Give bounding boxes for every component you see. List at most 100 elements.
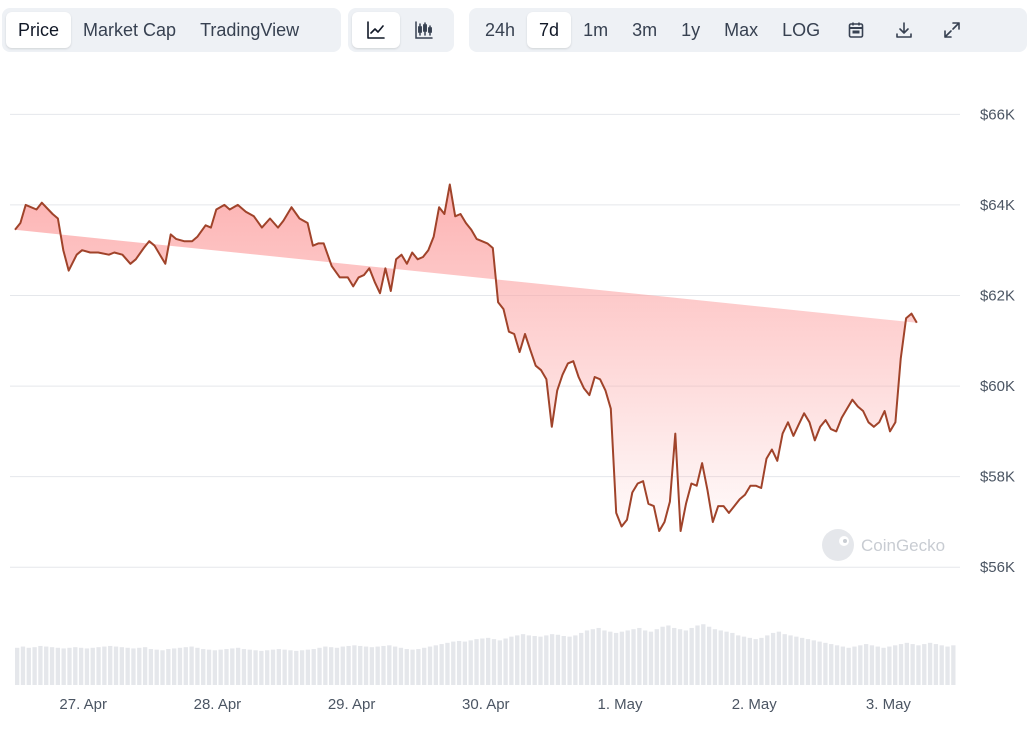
volume-bar xyxy=(55,647,61,685)
volume-bar xyxy=(648,631,654,685)
volume-bar xyxy=(927,642,933,685)
x-tick-label: 29. Apr xyxy=(328,696,376,713)
volume-bar xyxy=(317,647,322,685)
calendar-icon[interactable] xyxy=(832,12,880,48)
volume-bar xyxy=(392,646,398,685)
candlestick-icon[interactable] xyxy=(400,12,448,48)
volume-bar xyxy=(358,645,363,685)
volume-bar xyxy=(480,638,485,685)
log-scale-toggle[interactable]: LOG xyxy=(782,19,821,40)
volume-bar xyxy=(741,636,747,685)
volume-bar xyxy=(759,637,764,685)
volume-bar xyxy=(497,640,502,685)
volume-bar xyxy=(602,630,607,685)
y-tick-label: $62K xyxy=(980,288,1015,305)
volume-bar xyxy=(102,646,107,685)
volume-bar xyxy=(904,642,909,685)
volume-bar xyxy=(677,629,683,685)
volume-bar xyxy=(422,647,427,685)
volume-bar xyxy=(765,635,770,685)
volume-bar xyxy=(398,647,404,685)
volume-bar xyxy=(945,646,950,685)
range-max[interactable]: Max xyxy=(724,19,759,40)
price-chart[interactable]: $56K $58K $60K $62K $64K $66K 27. Apr 28. Apr 2… xyxy=(0,60,1029,735)
y-tick-label: $56K xyxy=(980,559,1015,576)
volume-bar xyxy=(579,632,584,685)
x-tick-label: 1. May xyxy=(597,696,643,713)
fullscreen-icon[interactable] xyxy=(928,12,976,48)
volume-bar xyxy=(794,636,799,685)
volume-bar xyxy=(259,650,264,685)
volume-bar xyxy=(323,646,328,685)
y-tick-label: $58K xyxy=(980,469,1015,486)
volume-bar xyxy=(311,649,316,685)
volume-bar xyxy=(829,644,834,685)
volume-bar xyxy=(788,635,793,685)
volume-bar xyxy=(951,645,956,685)
y-tick-label: $64K xyxy=(980,197,1015,214)
volume-bar xyxy=(683,630,689,685)
volume-bar xyxy=(195,647,200,685)
volume-bar xyxy=(125,647,130,685)
time-range-tabs: 24h 7d 1m 3m 1y Max LOG xyxy=(469,8,1027,52)
volume-bar xyxy=(142,647,148,685)
range-3m[interactable]: 3m xyxy=(632,19,658,40)
y-tick-label: $60K xyxy=(980,378,1015,395)
volume-bar xyxy=(782,634,787,685)
price-line xyxy=(14,183,918,532)
volume-bar xyxy=(148,649,154,685)
volume-bar xyxy=(840,646,846,685)
volume-bar xyxy=(84,648,90,685)
volume-bar xyxy=(561,636,566,685)
volume-bar xyxy=(131,648,136,685)
x-tick-label: 27. Apr xyxy=(59,696,107,713)
volume-bar xyxy=(625,630,630,685)
range-1y[interactable]: 1y xyxy=(681,19,701,40)
volume-bar xyxy=(49,647,55,685)
volume-bar xyxy=(730,632,735,685)
volume-bar xyxy=(154,649,159,685)
volume-bar xyxy=(177,647,183,685)
volume-bar xyxy=(869,645,875,685)
tab-market-cap[interactable]: Market Cap xyxy=(83,19,177,40)
volume-bar xyxy=(689,627,694,685)
volume-bar xyxy=(235,647,241,685)
volume-bar xyxy=(410,649,415,685)
range-24h[interactable]: 24h xyxy=(485,19,516,40)
range-7d[interactable]: 7d xyxy=(527,12,572,48)
y-tick-label: $66K xyxy=(980,106,1015,123)
volume-bar xyxy=(881,647,886,685)
volume-bar xyxy=(701,624,706,685)
tab-price[interactable]: Price xyxy=(6,12,72,48)
tab-tradingview[interactable]: TradingView xyxy=(200,19,300,40)
volume-bar xyxy=(32,647,37,685)
volume-bar xyxy=(288,650,293,685)
volume-bar xyxy=(613,632,619,685)
volume-bar xyxy=(352,645,357,685)
volume-bar xyxy=(863,644,869,685)
volume-bar xyxy=(113,646,119,685)
volume-bar xyxy=(387,645,392,685)
x-tick-label: 3. May xyxy=(866,696,912,713)
volume-bar xyxy=(834,645,840,685)
volume-bar xyxy=(137,647,142,685)
line-chart-icon[interactable] xyxy=(352,12,400,48)
volume-bar xyxy=(747,637,752,685)
volume-bar xyxy=(538,636,543,685)
download-icon[interactable] xyxy=(880,12,928,48)
x-tick-label: 28. Apr xyxy=(194,696,242,713)
volume-bar xyxy=(718,630,723,685)
volume-bar xyxy=(172,648,177,685)
volume-bar xyxy=(108,645,113,685)
volume-bar xyxy=(776,631,782,685)
volume-bar xyxy=(875,646,880,685)
volume-bar xyxy=(451,641,456,685)
volume-bar xyxy=(468,640,473,685)
volume-bar xyxy=(811,640,816,685)
volume-bar xyxy=(520,634,526,685)
volume-bar xyxy=(201,649,206,685)
coingecko-watermark: CoinGecko xyxy=(822,529,945,561)
range-1m[interactable]: 1m xyxy=(583,19,609,40)
volume-bar xyxy=(643,630,648,685)
x-axis-ticks: 27. Apr 28. Apr 29. Apr 30. Apr 1. May 2. May… xyxy=(59,696,911,713)
